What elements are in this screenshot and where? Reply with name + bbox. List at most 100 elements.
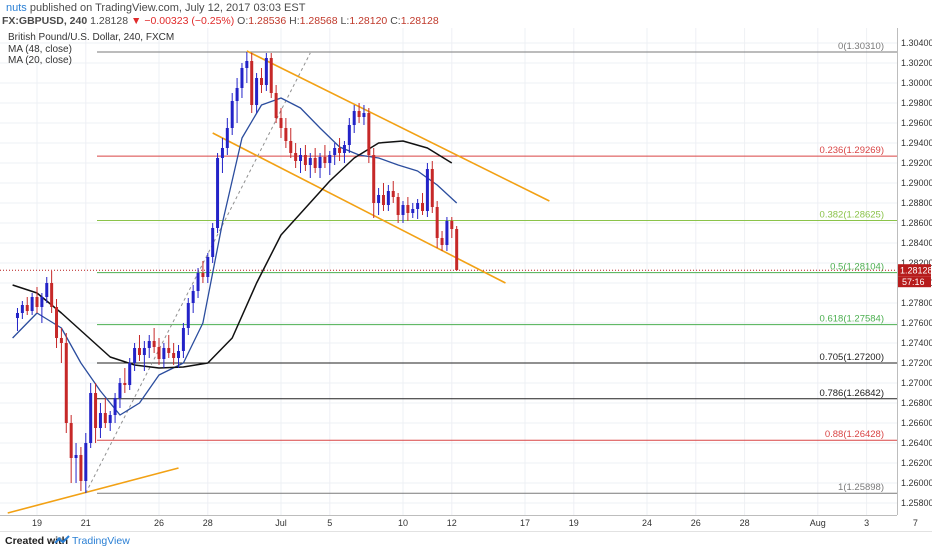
candle-down bbox=[50, 283, 54, 307]
publish-line: nuts published on TradingView.com, July … bbox=[6, 2, 305, 14]
candle-down bbox=[259, 78, 263, 85]
candle-down bbox=[323, 157, 327, 163]
countdown-tag bbox=[898, 276, 931, 288]
price-tick-label: 1.30400 bbox=[901, 38, 932, 48]
candle-up bbox=[347, 125, 351, 145]
time-tick-label: 21 bbox=[81, 518, 91, 528]
price-tick-label: 1.25800 bbox=[901, 498, 932, 508]
price-tick-label: 1.26000 bbox=[901, 478, 932, 488]
time-axis[interactable]: 19 21 26 28 Jul 5 10 12 17 19 24 26 28 Aug 3 7 bbox=[0, 515, 918, 529]
candle-up bbox=[216, 158, 220, 228]
close-value: 1.28128 bbox=[400, 15, 439, 27]
ma20-line bbox=[12, 97, 458, 416]
price-tick-label: 1.29400 bbox=[901, 138, 932, 148]
price-tick-label: 1.27400 bbox=[901, 338, 932, 348]
fib-level-label: 0.786(1.26842) bbox=[820, 388, 884, 399]
fibonacci-levels: 0(1.30310) 0.236(1.29269) 0.382(1.28625) 0.… bbox=[0, 41, 897, 494]
time-tick-label: 26 bbox=[691, 518, 701, 528]
candle-up bbox=[142, 348, 146, 355]
price-axis[interactable]: 1.25800 1.26000 1.26200 1.26400 1.26600 1.268… bbox=[897, 28, 932, 531]
price-tick-label: 1.29000 bbox=[901, 178, 932, 188]
trend-lines bbox=[7, 50, 550, 514]
fib-level-label: 0.618(1.27584) bbox=[820, 314, 884, 325]
candle-up bbox=[147, 341, 151, 348]
countdown-tag-label: 57:16 bbox=[902, 277, 925, 287]
author-link[interactable]: nuts bbox=[6, 2, 27, 14]
candle-down bbox=[59, 338, 63, 343]
price-tick-label: 1.26600 bbox=[901, 418, 932, 428]
time-tick-label: 10 bbox=[398, 518, 408, 528]
moving-averages bbox=[12, 97, 458, 416]
candle-up bbox=[74, 455, 78, 458]
price-tick-label: 1.30000 bbox=[901, 78, 932, 88]
time-tick-label: 19 bbox=[569, 518, 579, 528]
price-tick-label: 1.26200 bbox=[901, 458, 932, 468]
last-price-text: 1.28128 bbox=[90, 15, 129, 27]
time-tick-label: Aug bbox=[810, 518, 826, 528]
candle-up bbox=[445, 221, 449, 245]
candle-up bbox=[191, 291, 195, 303]
candle-up bbox=[89, 393, 93, 443]
price-tick-label: 1.29200 bbox=[901, 158, 932, 168]
time-tick-label: 12 bbox=[447, 518, 457, 528]
price-tick-label: 1.27200 bbox=[901, 358, 932, 368]
high-label: H: bbox=[289, 15, 300, 27]
candle-up bbox=[235, 88, 239, 101]
candle-up bbox=[211, 228, 215, 257]
candle-up bbox=[299, 155, 303, 161]
candle-down bbox=[250, 61, 254, 105]
candle-up bbox=[328, 155, 332, 163]
candle-down bbox=[338, 148, 342, 153]
candle-up bbox=[15, 313, 19, 318]
candle-down bbox=[313, 158, 317, 168]
tradingview-brand-link[interactable]: TradingView bbox=[72, 535, 130, 547]
candle-up bbox=[411, 209, 415, 213]
publish-text: published on TradingView.com, July 12, 2… bbox=[29, 2, 306, 14]
fib-level-label: 0(1.30310) bbox=[838, 41, 884, 52]
candle-down bbox=[94, 393, 98, 428]
close-label: C: bbox=[390, 15, 401, 27]
time-tick-label: 5 bbox=[327, 518, 332, 528]
candle-down bbox=[421, 203, 425, 211]
candle-up bbox=[240, 68, 244, 88]
candle-up bbox=[425, 169, 429, 211]
price-chart[interactable]: 0(1.30310) 0.236(1.29269) 0.382(1.28625) 0.… bbox=[0, 28, 932, 531]
candle-down bbox=[25, 305, 29, 311]
ma48-line bbox=[12, 140, 453, 369]
price-tick-label: 1.28400 bbox=[901, 238, 932, 248]
time-tick-label: Jul bbox=[275, 518, 287, 528]
chart-legend: British Pound/U.S. Dollar, 240, FXCM MA … bbox=[8, 32, 174, 67]
candle-up bbox=[416, 203, 420, 209]
candle-up bbox=[162, 348, 166, 359]
candle-down bbox=[137, 348, 141, 355]
candle-up bbox=[177, 351, 181, 358]
candle-up bbox=[84, 443, 88, 481]
time-tick-label: 24 bbox=[642, 518, 652, 528]
symbol-label: FX:GBPUSD, 240 bbox=[2, 15, 88, 27]
candle-down bbox=[289, 141, 293, 153]
candle-up bbox=[352, 111, 356, 125]
tradingview-logo-icon[interactable] bbox=[54, 534, 70, 548]
candle-up bbox=[98, 413, 102, 428]
candle-down bbox=[35, 297, 39, 307]
candle-up bbox=[40, 297, 44, 307]
candle-down bbox=[303, 155, 307, 165]
candle-down bbox=[269, 58, 273, 93]
candle-down bbox=[167, 348, 171, 353]
candle-up bbox=[113, 398, 117, 415]
time-tick-label: 28 bbox=[740, 518, 750, 528]
fib-level-label: 0.88(1.26428) bbox=[825, 429, 884, 440]
legend-ma48[interactable]: MA (48, close) bbox=[8, 43, 72, 55]
candle-up bbox=[108, 415, 112, 423]
candle-down bbox=[103, 413, 107, 423]
candle-up bbox=[245, 61, 249, 68]
candle-up bbox=[308, 158, 312, 165]
price-tick-label: 1.28200 bbox=[901, 258, 932, 268]
legend-ma20[interactable]: MA (20, close) bbox=[8, 55, 72, 66]
candle-up bbox=[118, 383, 122, 398]
candle-down bbox=[152, 341, 156, 347]
candle-up bbox=[230, 101, 234, 128]
candle-down bbox=[201, 273, 205, 277]
candle-up bbox=[377, 195, 381, 203]
legend-title: British Pound/U.S. Dollar, 240, FXCM bbox=[8, 32, 175, 43]
